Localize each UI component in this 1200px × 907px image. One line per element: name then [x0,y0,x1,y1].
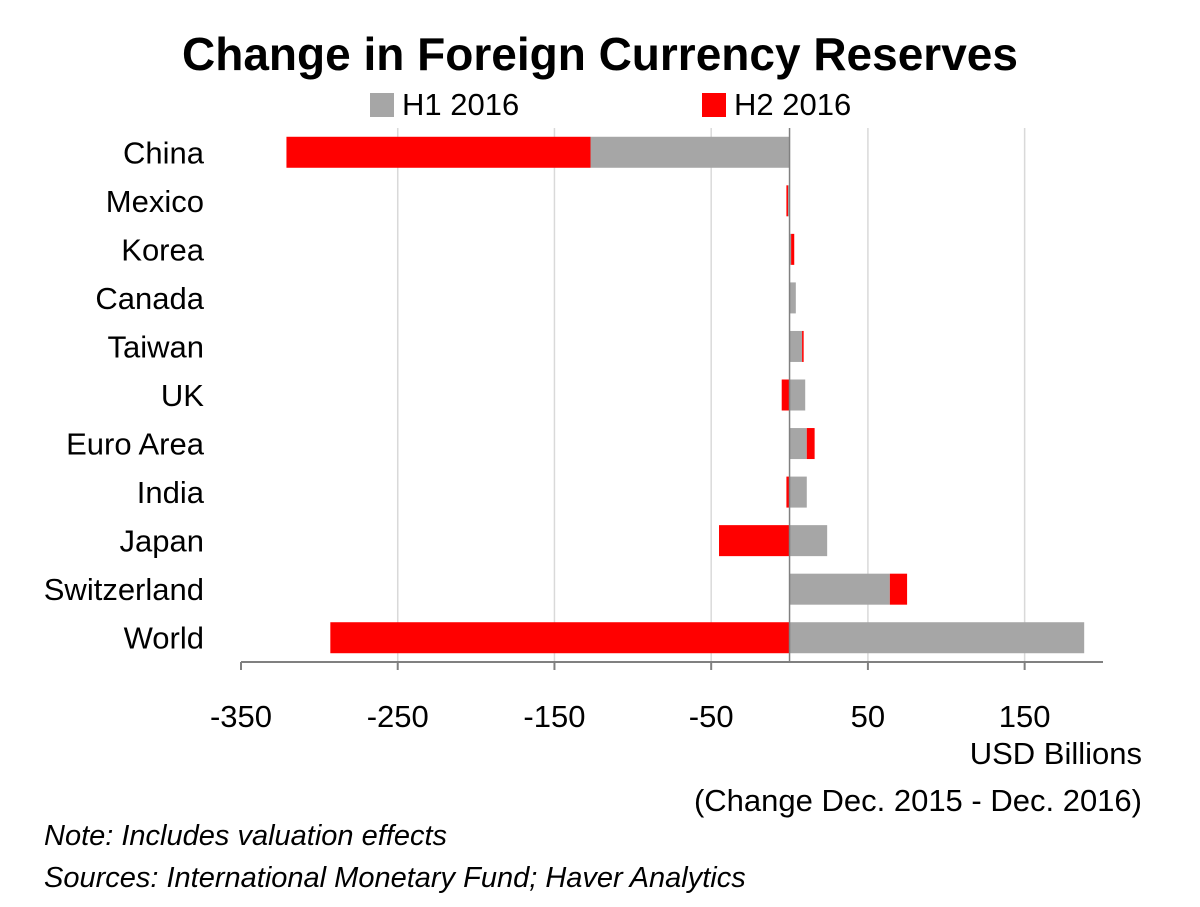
tick-label: -350 [210,699,272,734]
bar-taiwan-h2 [802,330,804,362]
bar-switzerland-h1 [789,573,890,605]
bar-japan-h2 [719,525,790,557]
category-label: Taiwan [108,329,205,364]
category-label: World [124,621,204,656]
tick-label: 150 [999,699,1051,734]
bar-switzerland-h2 [889,573,908,605]
bar-india-h2 [786,476,790,508]
bar-euro-area-h2 [806,428,815,460]
tick-label: -50 [689,699,734,734]
sources-text: Sources: International Monetary Fund; Ha… [44,862,746,894]
bar-mexico-h1 [787,185,790,217]
bar-world-h1 [789,622,1085,654]
category-label: Canada [95,281,204,316]
legend-label-h1: H1 2016 [402,87,520,122]
category-label: China [123,135,205,170]
legend-swatch-h2 [702,93,726,117]
grid-layer [396,128,1026,662]
legend-label-h2: H2 2016 [734,87,852,122]
bar-euro-area-h1 [789,428,807,460]
category-label: Euro Area [66,427,205,462]
label-layer: China Mexico Korea Canada Taiwan UK Euro Area I… [44,135,1051,734]
bar-mexico-h2 [786,185,788,217]
category-label: Switzerland [44,572,204,607]
legend-item-h1: H1 2016 [370,87,520,122]
tick-label: -150 [523,699,585,734]
legend-item-h2: H2 2016 [702,87,852,122]
x-axis-label: USD Billions [969,736,1142,771]
bar-china-h2 [286,136,591,168]
bar-uk-h1 [789,379,806,411]
bar-layer [286,136,1085,654]
category-label: Mexico [106,184,204,219]
bar-india-h1 [789,476,807,508]
bar-korea-h1 [789,233,792,265]
bar-japan-h1 [789,525,828,557]
x-axis-sublabel: (Change Dec. 2015 - Dec. 2016) [693,783,1142,818]
legend-swatch-h1 [370,93,394,117]
tick-label: 50 [851,699,885,734]
category-label: Korea [121,232,204,267]
bar-korea-h2 [791,233,795,265]
bar-canada-h1 [789,282,796,314]
category-label: India [137,475,205,510]
tick-label: -250 [367,699,429,734]
bar-world-h2 [330,622,790,654]
bar-uk-h2 [781,379,790,411]
bar-taiwan-h1 [789,330,803,362]
bar-china-h1 [590,136,790,168]
chart-title: Change in Foreign Currency Reserves [182,28,1018,80]
category-label: Japan [120,524,204,559]
note-text: Note: Includes valuation effects [44,820,448,852]
axis-layer [240,128,1103,670]
category-label: UK [161,378,204,413]
